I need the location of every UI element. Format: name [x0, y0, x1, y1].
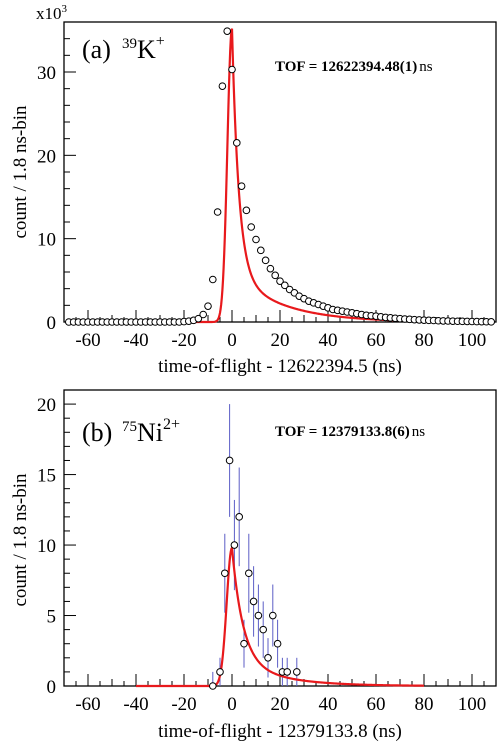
panel-a-data-point	[266, 264, 275, 273]
panel-a-data-point	[194, 314, 203, 323]
panel-a-data-point	[276, 277, 284, 285]
panel-b-data-point	[264, 654, 272, 662]
panel-b-tof-unit: ns	[412, 424, 426, 440]
panel-a-data-point	[281, 281, 289, 290]
panel-a-mass-number: 39	[122, 36, 137, 52]
panel-b-x-tick-label: 80	[415, 694, 434, 715]
panel-a-x-tick-label: 80	[415, 330, 434, 351]
panel-a-data-point	[252, 235, 260, 244]
panel-a-label: (a)	[82, 35, 111, 64]
panel-b-x-tick-label: -60	[75, 694, 100, 715]
panel-a-data-point	[242, 206, 251, 215]
panel-a-x-tick-label: -40	[123, 330, 148, 351]
panel-b-data-point	[221, 569, 229, 578]
panel-a-y-tick-label: 10	[37, 230, 56, 251]
panel-a-x-axis-label: time-of-flight - 12622394.5 (ns)	[158, 356, 402, 377]
panel-a-data-point	[228, 65, 236, 74]
panel-a-x-tick-label: -20	[171, 330, 196, 351]
panel-a-data-point	[261, 256, 270, 265]
panel-b-data-point	[235, 513, 243, 521]
panel-b-x-axis-label: time-of-flight - 12379133.8 (ns)	[158, 721, 402, 742]
panel-a-data-point	[233, 139, 241, 147]
panel-b-x-tick-label: 40	[319, 694, 338, 715]
panel-a-y-tick-label: 30	[37, 63, 56, 84]
panel-a-x-tick-label: 40	[319, 330, 338, 351]
panel-a-charge: +	[156, 33, 165, 50]
panel-b-data-point	[249, 597, 258, 606]
panel-b-fit-line	[136, 544, 425, 688]
panel-a-data-point	[257, 246, 265, 255]
panel-b-error-bars	[212, 404, 298, 686]
panel-a-data-point	[218, 82, 227, 90]
panel-b-x-tick-label: -40	[123, 694, 148, 715]
panel-b-fit-curve	[136, 544, 425, 688]
panel-b-y-tick-label: 15	[37, 466, 56, 487]
panel-a-x-tick-label: -60	[75, 330, 100, 351]
panel-b-y-tick-label: 5	[47, 607, 57, 628]
panel-a-data-point	[204, 302, 212, 310]
panel-a-data-point	[247, 223, 255, 231]
panel-b-data-point	[283, 668, 292, 676]
panel-b-mass-number: 75	[122, 419, 137, 435]
panel-b-data-point	[273, 639, 282, 648]
panel-b-x-tick-label: 20	[271, 694, 290, 715]
panel-a-data-point	[487, 318, 496, 326]
panel-a-tof-value: TOF = 12622394.48(1)	[275, 59, 417, 75]
panel-b-element: Ni	[137, 418, 163, 447]
panel-a-x-tick-label: 20	[271, 330, 290, 351]
panel-a-x-tick-label: 60	[367, 330, 386, 351]
panel-a-y-multiplier-exp: 3	[62, 3, 68, 15]
panel-a-element: K	[137, 35, 156, 64]
panel-b-y-axis-label: count / 1.8 ns-bin	[10, 473, 31, 606]
panel-a-tof-annotation: TOF = 12622394.48(1) ns	[275, 59, 433, 75]
panel-a-data-point	[209, 275, 217, 284]
panel-b-data-point	[230, 541, 239, 549]
panel-a-data-point	[199, 310, 207, 319]
panel-b-label: (b)	[82, 418, 112, 447]
panel-b-data-point	[240, 639, 248, 648]
panel-a-species: 39K+	[122, 33, 165, 64]
panel-a-data-points	[65, 27, 496, 326]
panel-a-y-multiplier-base: x10	[36, 4, 62, 23]
panel-b-ticks: -60 -40 -20 0 20 40 60 80 100 0 5 10 15 20	[37, 389, 497, 715]
panel-a-y-axis-label: count / 1.8 ns-bin	[10, 105, 31, 238]
panel-a-x-tick-label: 100	[458, 330, 487, 351]
panel-a-y-tick-label: 0	[47, 313, 57, 334]
panel-b-data-point	[254, 611, 263, 620]
panel-b-x-tick-label: 0	[227, 694, 237, 715]
panel-b-x-tick-label: 60	[367, 694, 386, 715]
panel-a-ticks: -60 -40 -20 0 20 40 60 80 100 0 10 20 30	[37, 21, 497, 351]
panel-b-data-point	[259, 625, 268, 634]
panel-a-y-multiplier: x103	[36, 3, 68, 23]
panel-b-data-point	[225, 456, 234, 465]
panel-b: -60 -40 -20 0 20 40 60 80 100 0 5 10 15 20 (b) 75Ni2+…	[10, 389, 497, 742]
panel-b-y-tick-label: 10	[37, 536, 56, 557]
panel-b-charge: 2+	[163, 416, 180, 433]
panel-b-data-points	[209, 456, 301, 690]
panel-b-x-tick-label: -20	[171, 694, 196, 715]
panel-a-data-point	[237, 182, 246, 190]
panel-b-tof-value: TOF = 12379133.8(6)	[275, 424, 410, 440]
panel-a-data-point	[223, 27, 231, 35]
panel-b-y-tick-label: 0	[47, 677, 57, 698]
panel-a-x-tick-label: 0	[227, 330, 237, 351]
panel-a-y-tick-label: 20	[37, 146, 56, 167]
panel-a-data-point	[213, 208, 222, 216]
panel-a-tof-unit: ns	[419, 59, 433, 75]
panel-b-x-tick-label: 100	[458, 694, 487, 715]
panel-b-tof-annotation: TOF = 12379133.8(6) ns	[275, 424, 425, 440]
panel-a-data-point	[271, 271, 280, 280]
panel-a: -60 -40 -20 0 20 40 60 80 100 0 10 20 30 (a) 39K+ TO…	[10, 3, 497, 377]
panel-b-y-tick-label: 20	[37, 395, 56, 416]
panel-b-species: 75Ni2+	[122, 416, 180, 447]
panel-b-data-point	[245, 569, 253, 578]
panel-b-data-point	[209, 682, 217, 690]
panel-b-data-point	[269, 611, 277, 620]
panel-b-data-point	[216, 668, 224, 676]
panel-b-data-point	[293, 668, 301, 676]
